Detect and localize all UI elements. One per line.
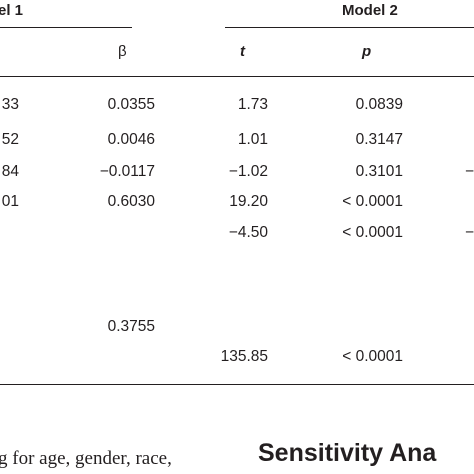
section-heading: Sensitivity Ana xyxy=(258,439,437,467)
model1-header: el 1 xyxy=(0,2,24,19)
cell-t: 19.20 xyxy=(229,193,268,210)
cell-right-edge: − xyxy=(464,224,474,241)
cell-t: −4.50 xyxy=(228,224,268,241)
cell-t: −1.02 xyxy=(228,163,268,180)
cell-beta: 0.6030 xyxy=(107,193,155,210)
cell-beta: −0.0117 xyxy=(99,163,155,180)
cell-t: 135.85 xyxy=(220,348,268,365)
body-text-fragment: g for age, gender, race, xyxy=(0,448,172,469)
cell-model1-left: 52 xyxy=(1,131,19,148)
table-header-rule xyxy=(0,76,474,77)
cell-t: 1.01 xyxy=(237,131,268,148)
cell-p: < 0.0001 xyxy=(342,193,403,210)
cell-right-edge: − xyxy=(464,163,474,180)
cell-p: < 0.0001 xyxy=(342,224,403,241)
cell-p: 0.3147 xyxy=(355,131,403,148)
cell-p: < 0.0001 xyxy=(342,348,403,365)
cell-model1-left: 84 xyxy=(1,163,19,180)
cell-model1-left: 33 xyxy=(1,96,19,113)
cell-model1-left: 01 xyxy=(1,193,19,210)
table-top-rule xyxy=(0,27,132,28)
column-header-t: t xyxy=(240,43,245,60)
cell-p: 0.0839 xyxy=(355,96,403,113)
cell-beta: 0.3755 xyxy=(107,318,155,335)
cell-p: 0.3101 xyxy=(355,163,403,180)
table-bottom-rule xyxy=(0,384,474,385)
cell-beta: 0.0046 xyxy=(107,131,155,148)
model2-header: Model 2 xyxy=(342,2,398,19)
cell-beta: 0.0355 xyxy=(107,96,155,113)
column-header-p: p xyxy=(362,43,372,60)
cell-t: 1.73 xyxy=(237,96,268,113)
column-header-beta: β xyxy=(118,43,127,60)
table-top-rule-right xyxy=(225,27,474,28)
